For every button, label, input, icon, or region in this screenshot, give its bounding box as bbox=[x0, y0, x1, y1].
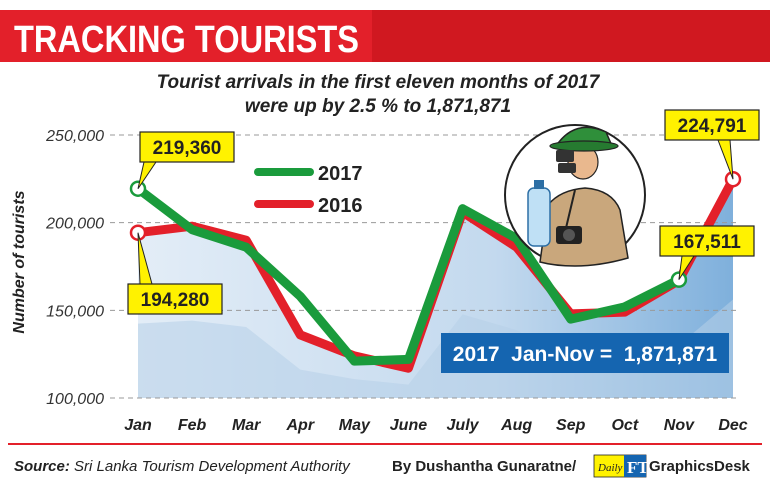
callout-label: 219,360 bbox=[153, 138, 222, 159]
x-tick-labels: Jan Feb Mar Apr May June July Aug Sep Oct Nov Dec bbox=[124, 417, 748, 434]
x-tick-label-dec: Dec bbox=[718, 417, 747, 434]
logo-daily: Daily bbox=[597, 462, 623, 474]
legend: 2017 2016 bbox=[254, 163, 363, 217]
chart-subtitle-line2: were up by 2.5 % to 1,871,871 bbox=[245, 96, 511, 117]
total-box-text: 2017 Jan-Nov = 1,871,871 bbox=[453, 343, 718, 366]
y-axis-label: Number of tourists bbox=[11, 190, 28, 333]
series-line-2017 bbox=[133, 184, 684, 366]
x-tick-label-apr: Apr bbox=[285, 417, 314, 434]
x-tick-label-oct: Oct bbox=[611, 417, 638, 434]
x-tick-label-sep: Sep bbox=[556, 417, 586, 434]
callout-label: 194,280 bbox=[141, 290, 210, 311]
callout-label: 224,791 bbox=[678, 116, 747, 137]
x-tick-label-may: May bbox=[339, 417, 371, 434]
y-tick-label: 250,000 bbox=[45, 128, 104, 145]
dailyft-logo: Daily FT bbox=[593, 454, 649, 478]
y-tick-label: 200,000 bbox=[45, 216, 104, 233]
y-tick-label: 150,000 bbox=[46, 303, 104, 320]
callout-2017-nov: 167,511 bbox=[659, 225, 755, 280]
chart-subtitle-line1: Tourist arrivals in the first eleven mon… bbox=[157, 72, 601, 93]
footer-source-text: Sri Lanka Tourism Development Authority bbox=[70, 458, 351, 475]
x-tick-label-july: July bbox=[447, 417, 480, 434]
callout-label: 167,511 bbox=[673, 232, 741, 253]
y-tick-labels: 100,000 150,000 200,000 250,000 bbox=[45, 128, 104, 408]
series-lines bbox=[133, 174, 738, 373]
logo-ft: FT bbox=[627, 458, 649, 477]
x-tick-label-jan: Jan bbox=[124, 417, 152, 434]
footer-byline: By Dushantha Gunaratne/ bbox=[392, 458, 577, 475]
footer-source-label: Source: bbox=[14, 458, 70, 475]
callout-2017-jan: 219,360 bbox=[137, 131, 235, 190]
x-tick-label-mar: Mar bbox=[232, 417, 261, 434]
callout-2016-jan: 194,280 bbox=[127, 232, 223, 315]
area-fill-lower bbox=[138, 299, 733, 398]
x-tick-label-june: June bbox=[390, 417, 427, 434]
tourist-with-binoculars-icon bbox=[504, 124, 646, 267]
y-tick-label: 100,000 bbox=[46, 391, 104, 408]
total-box bbox=[441, 333, 729, 373]
x-tick-label-nov: Nov bbox=[664, 417, 695, 434]
x-tick-label-feb: Feb bbox=[178, 417, 207, 434]
title-banner-dark-stripe bbox=[372, 10, 770, 62]
footer-desk: GraphicsDesk bbox=[649, 458, 751, 475]
footer-source: Source: Sri Lanka Tourism Development Au… bbox=[14, 458, 351, 475]
legend-label-2016: 2016 bbox=[318, 195, 363, 217]
legend-label-2017: 2017 bbox=[318, 163, 363, 185]
value-callouts: 219,360 194,280 167,511 224,791 bbox=[127, 109, 760, 315]
x-tick-label-aug: Aug bbox=[500, 417, 532, 434]
callout-2016-dec: 224,791 bbox=[664, 109, 760, 180]
page-title: TRACKING TOURISTS bbox=[14, 19, 359, 61]
